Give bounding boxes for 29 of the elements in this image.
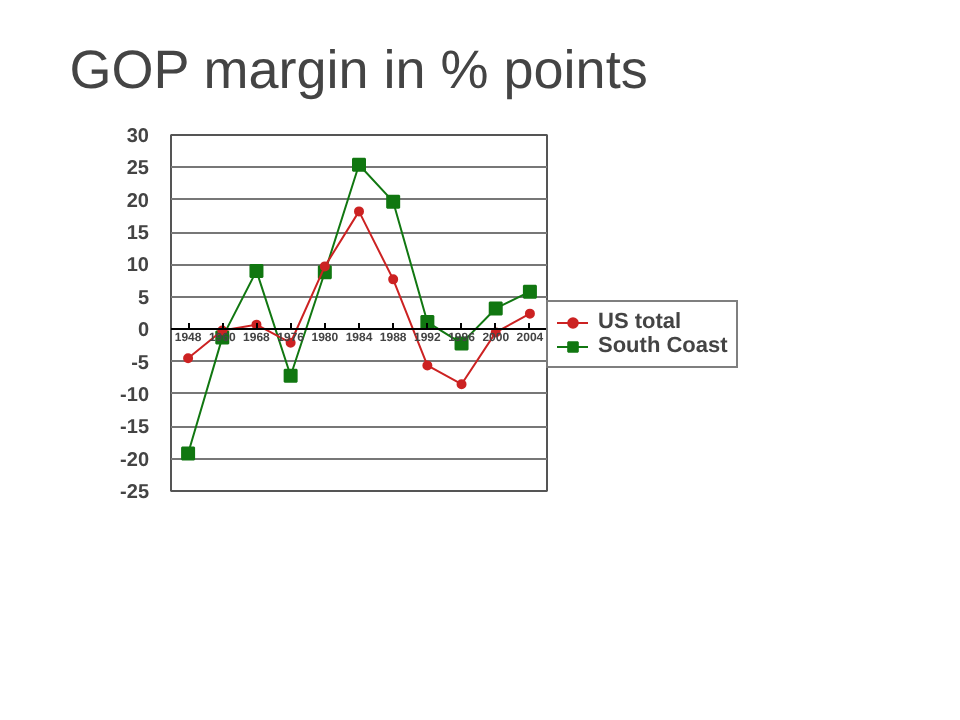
y-tick-label: 30 [126,126,150,148]
point [283,368,298,383]
point [386,194,401,209]
chart-title: GOP margin in % points [69,40,648,100]
y-tick-label: -20 [120,449,150,472]
y-tick-label: 20 [126,190,150,213]
point [422,360,433,371]
y-tick-label: 10 [126,255,150,278]
point [456,379,467,390]
point [524,308,535,319]
y-tick-label: -25 [120,482,150,504]
legend-label: US total [598,310,682,334]
point [249,263,264,278]
point [181,446,196,461]
y-tick-label: -10 [120,384,150,407]
y-tick-label: 25 [126,158,150,181]
y-tick-label: -5 [131,352,150,375]
point [183,353,194,364]
point [319,261,330,272]
y-tick-label: 0 [137,320,150,343]
point [354,206,364,217]
y-tick-label: -15 [120,417,150,440]
y-tick-label: 5 [137,287,150,310]
point [522,284,537,299]
legend-label: South Coast [598,334,728,358]
point [488,301,503,316]
point [388,274,399,285]
point [352,157,366,172]
y-tick-label: 15 [126,223,150,246]
